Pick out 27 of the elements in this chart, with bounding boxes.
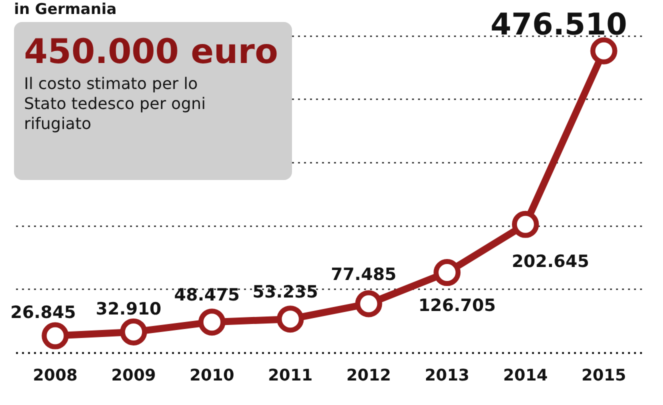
annotation: Il costo stimato per lo Stato tedesco per ogni rifugiato: [24, 74, 207, 134]
data-label: 77.485: [330, 265, 396, 286]
point: [434, 259, 461, 286]
x-tick-label: 2014: [503, 366, 548, 385]
data-label: 202.645: [512, 252, 590, 272]
point: [355, 290, 382, 318]
point: [42, 322, 69, 350]
data-label: 476.510: [490, 8, 628, 43]
data-label: 26.845: [10, 303, 76, 324]
data-label: 48.475: [174, 286, 240, 306]
annotation: 450.000 euro: [24, 31, 280, 74]
point: [590, 37, 618, 64]
point: [198, 308, 226, 336]
data-label: 53.235: [252, 282, 318, 302]
data-label: 126.705: [418, 296, 496, 316]
point: [276, 306, 304, 333]
chart-title: in Germania: [14, 0, 117, 18]
x-tick-label: 2009: [111, 366, 156, 385]
point: [120, 318, 148, 346]
x-tick-label: 2008: [32, 366, 78, 385]
x-tick-label: 2013: [424, 366, 470, 385]
x-tick-label: 2015: [582, 366, 626, 385]
x-tick-label: 2010: [190, 366, 234, 385]
data-label: 32.910: [96, 299, 162, 320]
x-tick-label: 2011: [268, 366, 313, 385]
x-tick-label: 2012: [346, 366, 391, 385]
point: [512, 210, 539, 238]
